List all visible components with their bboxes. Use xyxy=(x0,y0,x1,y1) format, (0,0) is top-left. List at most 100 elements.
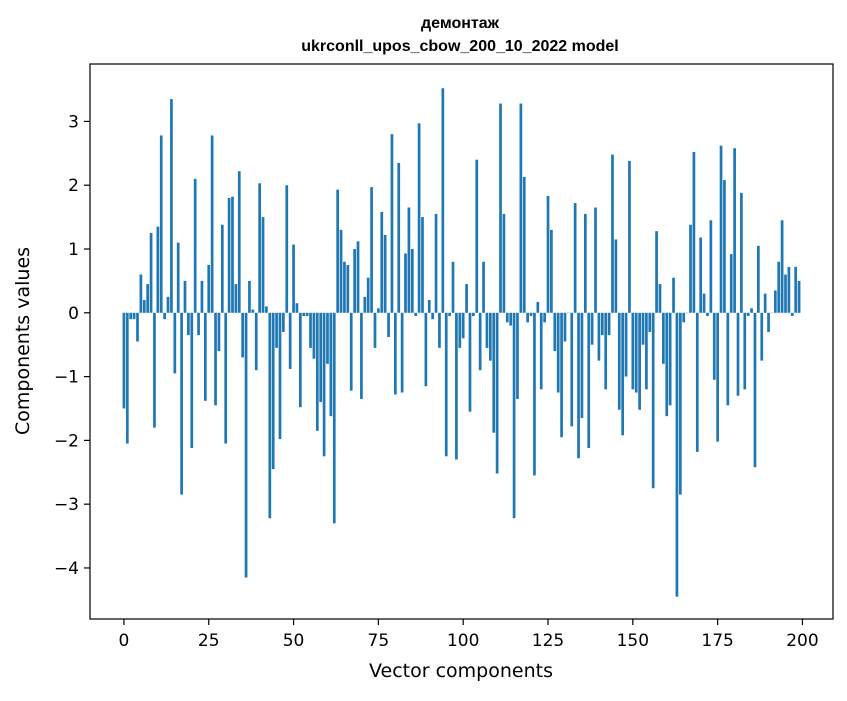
bar-164 xyxy=(679,313,682,495)
bar-17 xyxy=(180,313,183,495)
bar-195 xyxy=(784,275,787,313)
bar-111 xyxy=(499,104,502,313)
bar-186 xyxy=(754,313,757,467)
bar-78 xyxy=(387,313,390,337)
bar-21 xyxy=(194,179,197,313)
y-tick-label--3: −3 xyxy=(54,495,79,515)
bar-32 xyxy=(231,197,234,313)
bar-187 xyxy=(757,246,760,313)
bar-194 xyxy=(781,220,784,312)
bar-68 xyxy=(353,249,356,313)
bar-122 xyxy=(536,302,539,313)
bar-10 xyxy=(157,227,160,313)
bar-73 xyxy=(370,187,373,313)
bar-137 xyxy=(587,313,590,448)
bar-71 xyxy=(363,297,366,313)
bar-27 xyxy=(214,313,217,406)
bar-118 xyxy=(523,177,526,313)
y-tick-label-2: 2 xyxy=(68,176,79,196)
bar-182 xyxy=(740,193,743,313)
bar-38 xyxy=(251,310,254,313)
y-tick-label--4: −4 xyxy=(54,559,79,579)
y-tick-label-1: 1 xyxy=(68,240,79,260)
bar-77 xyxy=(384,235,387,313)
bar-173 xyxy=(710,220,713,312)
bar-0 xyxy=(123,313,126,409)
bar-76 xyxy=(380,212,383,313)
bar-127 xyxy=(553,313,556,351)
bar-80 xyxy=(394,313,397,395)
bar-84 xyxy=(408,208,411,313)
bar-146 xyxy=(618,313,621,410)
bar-130 xyxy=(564,313,567,342)
bar-89 xyxy=(425,313,428,386)
bar-15 xyxy=(173,313,176,374)
x-tick-label-150: 150 xyxy=(617,631,649,651)
bar-3 xyxy=(133,313,136,319)
bar-67 xyxy=(350,313,353,391)
bar-135 xyxy=(581,313,584,418)
bar-85 xyxy=(411,249,414,313)
bar-44 xyxy=(272,313,275,469)
bar-124 xyxy=(543,313,546,323)
bar-133 xyxy=(574,203,577,313)
bar-57 xyxy=(316,313,319,431)
bar-185 xyxy=(750,308,753,312)
bar-143 xyxy=(608,313,611,335)
bar-49 xyxy=(289,313,292,369)
bar-29 xyxy=(221,225,224,313)
bar-64 xyxy=(340,230,343,313)
bar-196 xyxy=(788,267,791,313)
x-tick-label-200: 200 xyxy=(786,631,818,651)
bar-163 xyxy=(676,313,679,597)
bar-54 xyxy=(306,313,309,316)
bar-125 xyxy=(547,196,550,313)
bar-35 xyxy=(241,313,244,358)
chart-title-line-2: ukrconll_upos_cbow_200_10_2022 model xyxy=(301,38,618,55)
bar-74 xyxy=(374,313,377,348)
bar-19 xyxy=(187,313,190,335)
bar-99 xyxy=(458,313,461,348)
bar-157 xyxy=(655,231,658,313)
bar-151 xyxy=(635,313,638,393)
bar-97 xyxy=(452,262,455,313)
bar-126 xyxy=(550,230,553,313)
bar-180 xyxy=(733,148,736,313)
bar-113 xyxy=(506,313,509,323)
x-tick-label-50: 50 xyxy=(283,631,305,651)
bar-56 xyxy=(313,313,316,359)
x-tick-label-25: 25 xyxy=(198,631,220,651)
bar-98 xyxy=(455,313,458,460)
bar-116 xyxy=(516,313,519,399)
bar-95 xyxy=(445,313,448,457)
bar-168 xyxy=(693,152,696,313)
bar-188 xyxy=(760,313,763,361)
bar-108 xyxy=(489,313,492,361)
bar-139 xyxy=(594,208,597,313)
bar-94 xyxy=(441,88,444,313)
y-tick-label--2: −2 xyxy=(54,431,79,451)
bar-51 xyxy=(296,303,299,313)
bar-148 xyxy=(625,313,628,377)
bar-174 xyxy=(713,313,716,380)
bar-102 xyxy=(469,313,472,412)
bar-92 xyxy=(435,214,438,313)
bar-128 xyxy=(557,313,560,393)
bar-172 xyxy=(706,313,709,316)
bar-171 xyxy=(703,294,706,313)
bar-152 xyxy=(638,313,641,410)
bar-70 xyxy=(360,313,363,399)
bar-69 xyxy=(357,241,360,312)
bar-106 xyxy=(482,262,485,313)
bar-86 xyxy=(414,313,417,316)
bar-12 xyxy=(163,313,166,319)
bar-31 xyxy=(228,198,231,313)
bar-16 xyxy=(177,243,180,313)
bar-183 xyxy=(743,313,746,390)
bar-193 xyxy=(777,262,780,313)
bar-159 xyxy=(662,313,665,364)
bar-119 xyxy=(526,313,529,323)
bar-199 xyxy=(798,281,801,313)
bar-6 xyxy=(143,300,146,313)
bar-175 xyxy=(716,313,719,442)
